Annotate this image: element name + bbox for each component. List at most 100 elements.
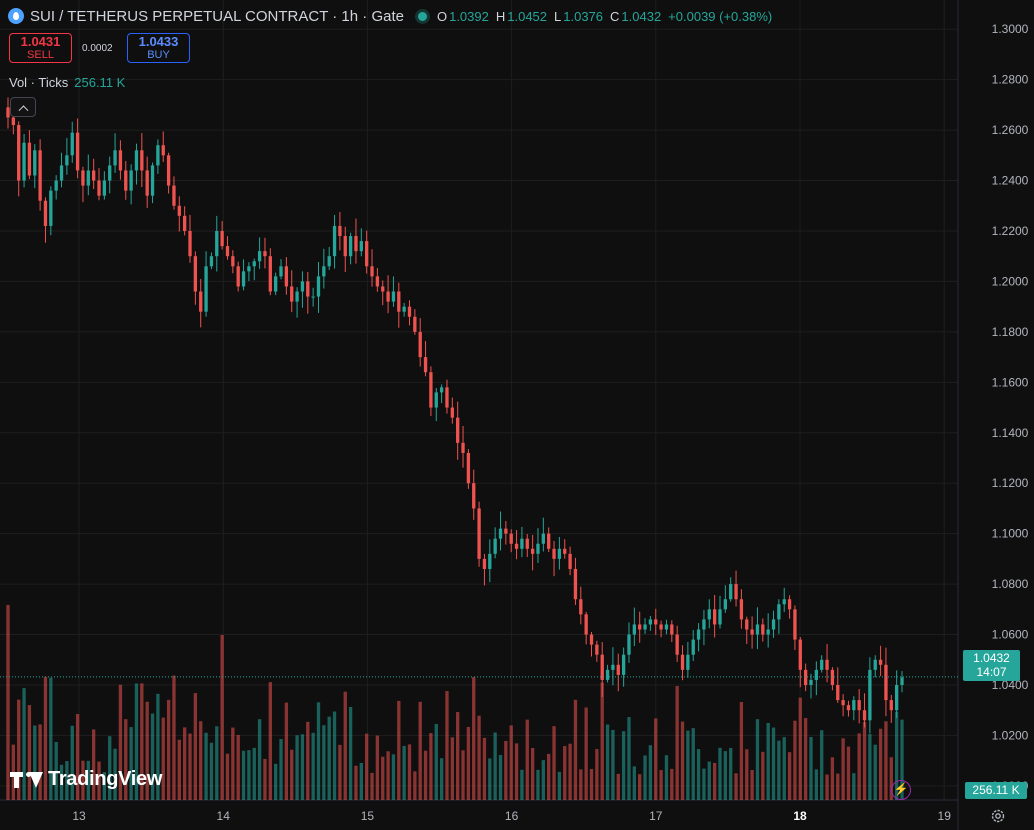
volume-bar [354,765,358,800]
time-tick-label: 16 [505,809,519,823]
volume-bar [193,693,198,800]
candle-body [375,276,380,287]
volume-bar [102,772,107,800]
volume-bar [755,719,760,800]
candle-body [129,170,133,191]
candle-body [113,150,117,166]
volume-bar [311,732,315,800]
candle-body [306,281,310,297]
volume-bar [450,737,454,800]
candle-body [739,599,744,620]
volume-bar [696,749,701,800]
volume-bar [659,770,663,800]
volume-bar [680,721,685,800]
candle-body [145,170,149,196]
candle-body [161,145,165,156]
volume-bar [745,749,749,800]
volume-bar [852,773,856,800]
candle-body [659,624,663,630]
volume-bar [386,751,390,800]
volume-bar [563,746,567,800]
volume-bar [498,754,503,800]
candle-body [547,533,551,549]
open-value: 1.0392 [449,8,489,24]
volume-bar [118,684,123,800]
volume-bar [284,702,289,800]
sui-logo-icon[interactable] [8,8,24,24]
candle-body [755,624,760,635]
candle-body [11,117,16,126]
candle-body [884,664,888,701]
candles [6,97,904,734]
candle-body [600,654,604,680]
volume-bar [798,697,802,800]
candle-body [75,132,80,171]
volume-bar [263,758,267,800]
candle-body [413,316,417,332]
volume-bar [220,635,224,800]
candle-body [729,584,733,600]
sell-price: 1.0431 [20,34,61,49]
candle-body [595,644,599,655]
lightning-icon[interactable]: ⚡ [891,780,911,800]
buy-button[interactable]: 1.0433 BUY [127,33,190,63]
candle-body [525,538,529,549]
candle-body [172,185,176,206]
volume-bar [91,729,96,800]
volume-bar [43,676,48,800]
volume-bar [279,738,283,800]
time-tick-label: 19 [938,809,952,823]
candle-body [456,417,460,443]
volume-bar [541,760,545,800]
candle-body [418,331,422,358]
price-tick-label: 1.1000 [992,527,1029,541]
collapse-legend-button[interactable] [10,97,36,117]
volume-bar [327,716,331,800]
tradingview-logo[interactable]: TradingView [10,768,162,791]
time-tick-label: 13 [72,809,86,823]
candle-body [825,659,829,670]
price-tick-label: 1.0200 [992,728,1029,742]
candle-body [118,150,123,171]
price-tick-label: 1.0400 [992,678,1029,692]
sell-button[interactable]: 1.0431 SELL [9,33,72,63]
volume-bar [777,740,781,800]
volume-bar [81,760,85,800]
candle-body [274,276,278,292]
candle-body [188,230,192,257]
candle-body [386,291,390,302]
gear-icon[interactable] [990,808,1006,824]
time-tick-label: 15 [361,809,375,823]
candle-body [166,155,171,186]
volume-bar [391,754,396,800]
candle-body [236,266,240,287]
volume-legend[interactable]: Vol · Ticks 256.11 K [9,75,125,90]
volume-bar [423,750,428,800]
volume-bar [188,733,192,800]
candle-body [680,654,685,670]
volume-bar [359,762,363,800]
symbol-title[interactable]: SUI / TETHERUS PERPETUAL CONTRACT · 1h ·… [30,7,404,25]
candle-body [803,669,808,685]
candle-body [782,599,786,605]
volume-bar [332,711,337,800]
candle-body [354,236,358,252]
bar-countdown: 14:07 [976,665,1007,679]
volume-legend-label: Vol · Ticks [9,75,69,90]
candle-body [563,548,567,554]
candle-body [621,654,626,675]
volume-bar [761,751,765,800]
volume-bar [579,769,583,800]
candle-body [712,609,717,625]
price-axis[interactable]: 1.3000 1.2800 1.2600 1.2400 1.2200 1.2000 1.18… [992,22,1029,793]
price-tick-label: 1.2200 [992,224,1029,238]
candle-body [338,225,342,237]
time-axis[interactable]: 13 14 15 16 17 18 19 [72,809,951,823]
volume-bars [6,605,904,800]
volume-bar [466,726,471,800]
volume-bar [456,712,460,800]
volume-bar [841,738,845,800]
candle-body [504,528,508,534]
volume-bar [70,725,74,800]
